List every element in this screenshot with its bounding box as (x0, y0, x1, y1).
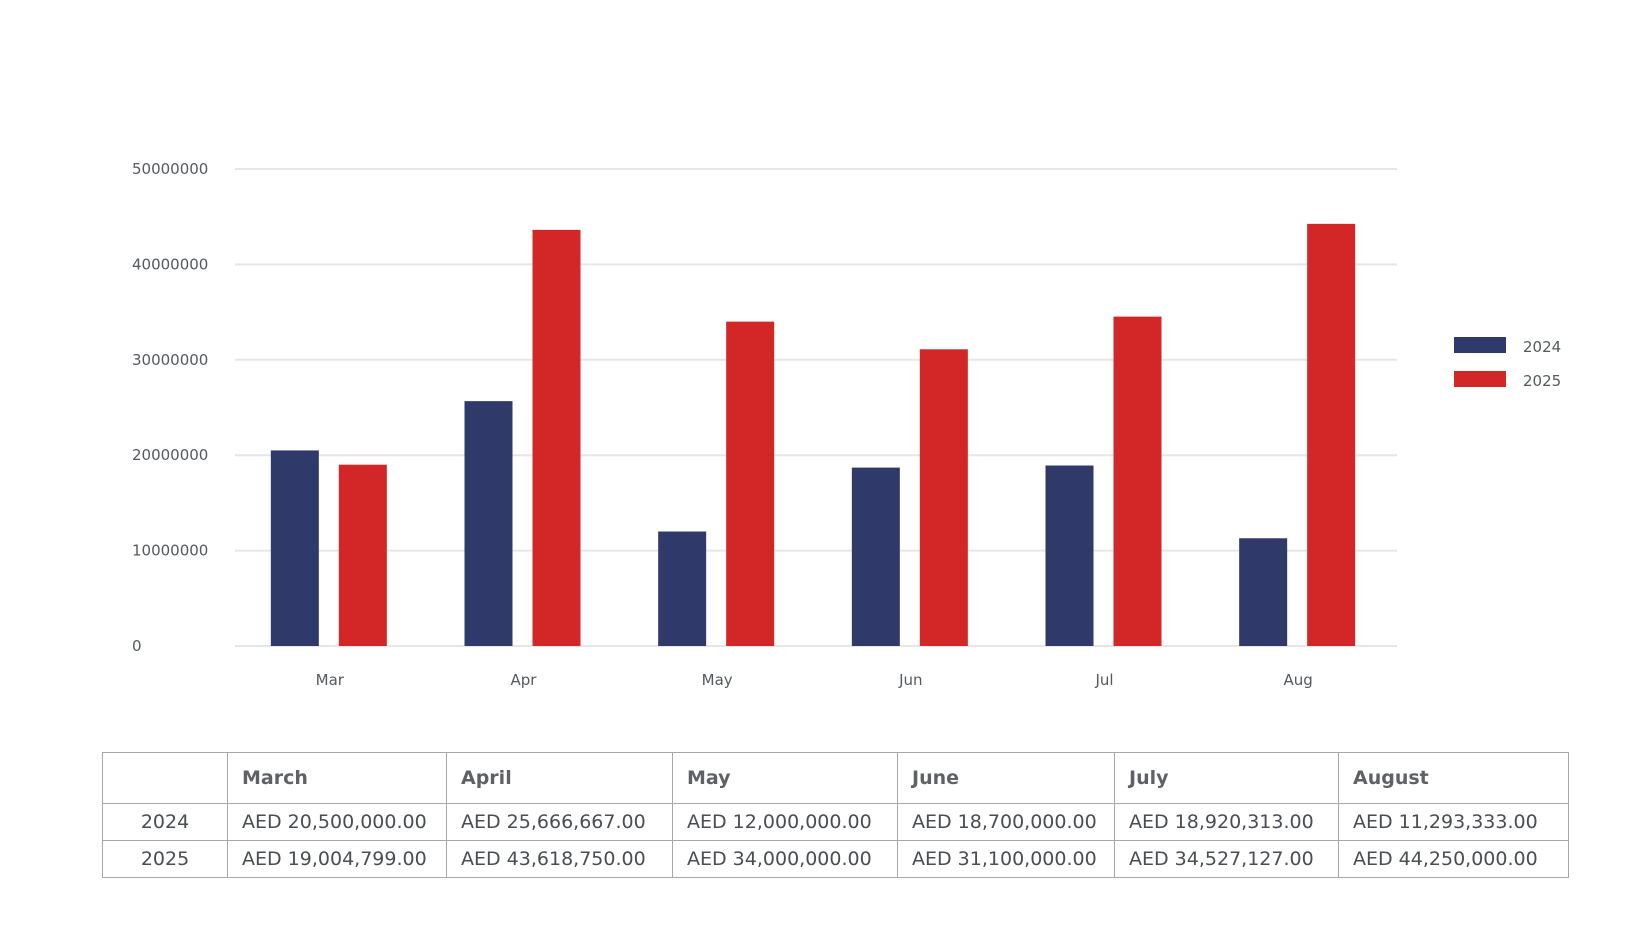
bar-2024-Jun (851, 467, 900, 646)
table-header: August (1338, 752, 1569, 804)
table-header: May (672, 752, 898, 804)
legend-swatch (1454, 337, 1506, 353)
x-tick-label: Mar (316, 671, 345, 689)
y-tick-label: 50000000 (132, 160, 208, 178)
table-cell: AED 31,100,000.00 (897, 840, 1115, 878)
bar-2025-Aug (1307, 223, 1356, 647)
bar-2024-Apr (464, 401, 513, 646)
bars (270, 223, 1356, 647)
y-tick-label: 10000000 (132, 542, 208, 560)
table-row: 2025 AED 19,004,799.00 AED 43,618,750.00… (102, 840, 1569, 878)
bar-2025-Mar (338, 464, 387, 646)
grid-lines (235, 168, 1397, 647)
bar-2025-Jun (919, 349, 968, 646)
y-tick-label: 30000000 (132, 351, 208, 369)
table-cell: AED 34,527,127.00 (1114, 840, 1339, 878)
table-header: June (897, 752, 1115, 804)
data-table: March April May June July August 2024 AE… (102, 752, 1569, 878)
legend-label: 2025 (1523, 372, 1561, 390)
x-tick-label: Aug (1284, 671, 1313, 689)
table-corner-cell (102, 752, 228, 804)
table-cell: AED 19,004,799.00 (227, 840, 447, 878)
bar-2024-May (658, 531, 707, 646)
legend-swatch (1454, 371, 1506, 387)
x-tick-label: Apr (511, 671, 538, 689)
table-header-row: March April May June July August (102, 752, 1569, 804)
x-tick-label: May (702, 671, 733, 689)
table-row: 2024 AED 20,500,000.00 AED 25,666,667.00… (102, 803, 1569, 841)
x-tick-label: Jun (898, 671, 922, 689)
bar-chart: 0 10000000 20000000 30000000 40000000 5000000… (132, 160, 1561, 689)
legend-label: 2024 (1523, 338, 1561, 356)
table-header: March (227, 752, 447, 804)
table-cell: AED 18,700,000.00 (897, 803, 1115, 841)
table-cell: AED 11,293,333.00 (1338, 803, 1569, 841)
bar-2024-Mar (270, 450, 319, 646)
bar-2025-Apr (532, 229, 581, 646)
table-cell: AED 34,000,000.00 (672, 840, 898, 878)
bar-2024-Jul (1045, 465, 1094, 646)
row-label: 2025 (102, 840, 228, 878)
table-cell: AED 20,500,000.00 (227, 803, 447, 841)
table-cell: AED 18,920,313.00 (1114, 803, 1339, 841)
y-tick-label: 40000000 (132, 255, 208, 273)
y-tick-label: 0 (132, 637, 142, 655)
x-tick-label: Jul (1094, 671, 1113, 689)
bar-2024-Aug (1239, 538, 1288, 646)
y-tick-label: 20000000 (132, 446, 208, 464)
x-axis-ticks: Mar Apr May Jun Jul Aug (316, 671, 1313, 689)
table-cell: AED 44,250,000.00 (1338, 840, 1569, 878)
bar-2025-May (726, 321, 775, 646)
row-label: 2024 (102, 803, 228, 841)
table-cell: AED 12,000,000.00 (672, 803, 898, 841)
table-header: April (446, 752, 673, 804)
y-axis-ticks: 0 10000000 20000000 30000000 40000000 5000000… (132, 160, 208, 655)
table-header: July (1114, 752, 1339, 804)
bar-2025-Jul (1113, 316, 1162, 646)
legend: 2024 2025 (1454, 337, 1561, 390)
table-cell: AED 43,618,750.00 (446, 840, 673, 878)
table-cell: AED 25,666,667.00 (446, 803, 673, 841)
